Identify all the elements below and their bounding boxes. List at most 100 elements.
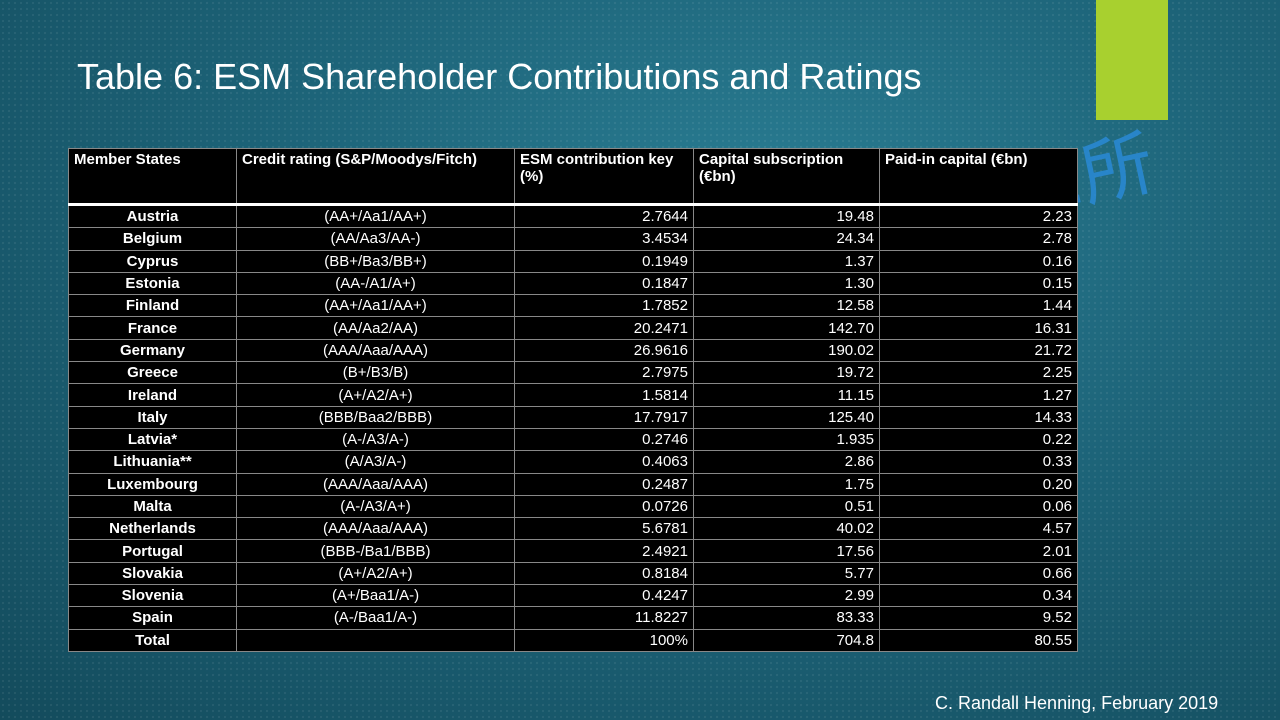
column-header: Credit rating (S&P/Moodys/Fitch)	[236, 148, 515, 206]
table-cell: (AAA/Aaa/AAA)	[236, 517, 515, 541]
table-cell: 17.7917	[514, 405, 694, 429]
table-cell: 0.06	[879, 494, 1078, 519]
table-cell: 19.72	[693, 361, 880, 385]
table-row: Netherlands (AAA/Aaa/AAA) 5.6781 40.02 4.57	[68, 517, 1078, 541]
table-cell: (AAA/Aaa/AAA)	[236, 338, 515, 363]
table-cell: (A-/A3/A+)	[236, 494, 515, 519]
column-header: Member States	[68, 148, 237, 206]
table-cell: 0.51	[693, 494, 880, 519]
table-cell: 190.02	[693, 338, 880, 363]
table-cell: 80.55	[879, 628, 1078, 652]
table-row: Belgium (AA/Aa3/AA-) 3.4534 24.34 2.78	[68, 227, 1078, 251]
table-cell: 0.4247	[514, 584, 694, 608]
table-cell: Ireland	[68, 383, 237, 407]
table-cell: 2.01	[879, 539, 1078, 563]
table-cell: (A-/A3/A-)	[236, 427, 515, 452]
table-cell: Belgium	[68, 227, 237, 251]
table-cell: 1.7852	[514, 294, 694, 318]
table-row: Portugal (BBB-/Ba1/BBB) 2.4921 17.56 2.01	[68, 539, 1078, 563]
table-cell: 1.5814	[514, 383, 694, 407]
table-row: Germany (AAA/Aaa/AAA) 26.9616 190.02 21.72	[68, 338, 1078, 363]
table-cell: Greece	[68, 361, 237, 385]
table-cell: Slovakia	[68, 561, 237, 586]
table-cell: 2.86	[693, 450, 880, 474]
table-cell: 0.66	[879, 561, 1078, 586]
table-cell: 0.2746	[514, 427, 694, 452]
table-row: Ireland (A+/A2/A+) 1.5814 11.15 1.27	[68, 383, 1078, 407]
table-row: Total 100% 704.8 80.55	[68, 628, 1078, 652]
table-row: France (AA/Aa2/AA) 20.2471 142.70 16.31	[68, 316, 1078, 340]
table-cell: Luxembourg	[68, 472, 237, 496]
table-cell: Cyprus	[68, 249, 237, 273]
table-cell: (A+/Baa1/A-)	[236, 584, 515, 608]
table-cell	[236, 628, 515, 652]
table-cell: 11.15	[693, 383, 880, 407]
column-header: Paid-in capital (€bn)	[879, 148, 1078, 206]
table-cell: 20.2471	[514, 316, 694, 340]
table-cell: (BB+/Ba3/BB+)	[236, 249, 515, 273]
table-cell: (AAA/Aaa/AAA)	[236, 472, 515, 496]
table-cell: (A-/Baa1/A-)	[236, 606, 515, 630]
table-cell: 40.02	[693, 517, 880, 541]
table-cell: (AA/Aa3/AA-)	[236, 227, 515, 251]
table-cell: 0.33	[879, 450, 1078, 474]
table-cell: 83.33	[693, 606, 880, 630]
table-row: Lithuania** (A/A3/A-) 0.4063 2.86 0.33	[68, 450, 1078, 474]
table-cell: Portugal	[68, 539, 237, 563]
table-cell: 12.58	[693, 294, 880, 318]
table-cell: 0.4063	[514, 450, 694, 474]
table-row: Latvia* (A-/A3/A-) 0.2746 1.935 0.22	[68, 427, 1078, 452]
table-row: Italy (BBB/Baa2/BBB) 17.7917 125.40 14.33	[68, 405, 1078, 429]
table-cell: Italy	[68, 405, 237, 429]
table-cell: 17.56	[693, 539, 880, 563]
table-cell: 0.0726	[514, 494, 694, 519]
table-cell: 26.9616	[514, 338, 694, 363]
table-row: Malta (A-/A3/A+) 0.0726 0.51 0.06	[68, 494, 1078, 519]
table-cell: 142.70	[693, 316, 880, 340]
table-cell: 1.27	[879, 383, 1078, 407]
table-cell: 704.8	[693, 628, 880, 652]
table-cell: 100%	[514, 628, 694, 652]
table-cell: (A/A3/A-)	[236, 450, 515, 474]
table-cell: 2.78	[879, 227, 1078, 251]
table-cell: 2.99	[693, 584, 880, 608]
table-row: Cyprus (BB+/Ba3/BB+) 0.1949 1.37 0.16	[68, 249, 1078, 273]
table-cell: 1.935	[693, 427, 880, 452]
table-cell: Finland	[68, 294, 237, 318]
table-cell: 2.4921	[514, 539, 694, 563]
table-cell: (A+/A2/A+)	[236, 561, 515, 586]
table-cell: 2.25	[879, 361, 1078, 385]
table-cell: Estonia	[68, 271, 237, 296]
table-cell: 2.7644	[514, 203, 694, 229]
table-cell: Malta	[68, 494, 237, 519]
table-cell: France	[68, 316, 237, 340]
column-header: ESM contribution key (%)	[514, 148, 694, 206]
table-cell: (AA+/Aa1/AA+)	[236, 294, 515, 318]
table-row: Finland (AA+/Aa1/AA+) 1.7852 12.58 1.44	[68, 294, 1078, 318]
table-row: Greece (B+/B3/B) 2.7975 19.72 2.25	[68, 361, 1078, 385]
table-row: Slovakia (A+/A2/A+) 0.8184 5.77 0.66	[68, 561, 1078, 586]
table-row: Slovenia (A+/Baa1/A-) 0.4247 2.99 0.34	[68, 584, 1078, 608]
header-row: Member States Credit rating (S&P/Moodys/F…	[68, 148, 1078, 206]
table-cell: 24.34	[693, 227, 880, 251]
table-cell: 1.44	[879, 294, 1078, 318]
column-header: Capital subscription (€bn)	[693, 148, 880, 206]
table-cell: 0.22	[879, 427, 1078, 452]
table-cell: 1.75	[693, 472, 880, 496]
table-cell: 125.40	[693, 405, 880, 429]
table-cell: 1.37	[693, 249, 880, 273]
table-cell: (BBB-/Ba1/BBB)	[236, 539, 515, 563]
table-cell: Total	[68, 628, 237, 652]
table-cell: 5.77	[693, 561, 880, 586]
table-cell: (BBB/Baa2/BBB)	[236, 405, 515, 429]
table-row: Austria (AA+/Aa1/AA+) 2.7644 19.48 2.23	[68, 203, 1078, 229]
table-cell: 1.30	[693, 271, 880, 296]
table-cell: 0.2487	[514, 472, 694, 496]
table-row: Spain (A-/Baa1/A-) 11.8227 83.33 9.52	[68, 606, 1078, 630]
table-cell: 0.16	[879, 249, 1078, 273]
table-cell: 0.15	[879, 271, 1078, 296]
table-cell: (B+/B3/B)	[236, 361, 515, 385]
table-cell: (AA+/Aa1/AA+)	[236, 203, 515, 229]
table-cell: 0.1949	[514, 249, 694, 273]
